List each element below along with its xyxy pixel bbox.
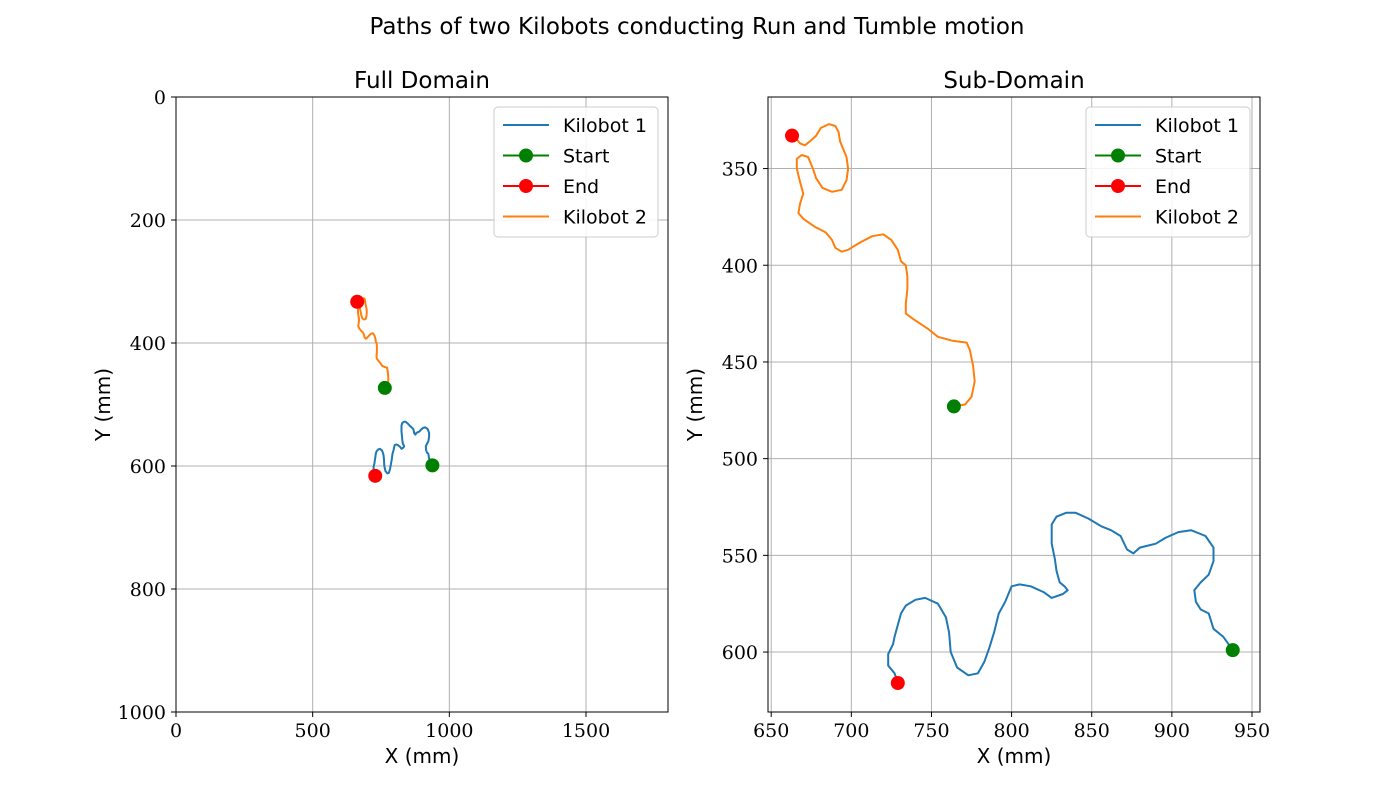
full-chart-title: Full Domain xyxy=(354,68,490,94)
sub-legend-kilobot-1-label: Kilobot 1 xyxy=(1155,115,1239,137)
sub-end-marker-kilobot-2 xyxy=(785,128,800,143)
full-x-tick-label: 0 xyxy=(170,720,182,742)
full-y-axis-label: Y (mm) xyxy=(91,368,115,442)
full-end-marker-kilobot-2 xyxy=(350,294,365,309)
sub-legend-box xyxy=(1085,106,1251,238)
sub-series-line-kilobot-2 xyxy=(791,123,976,408)
full-legend: Kilobot 1 Start End Kilobot 2 xyxy=(493,106,659,238)
sub-y-tick-label: 500 xyxy=(722,449,758,471)
sub-chart-title: Sub-Domain xyxy=(943,68,1084,94)
sub-start-marker-kilobot-2 xyxy=(946,399,961,414)
full-legend-kilobot-2-label: Kilobot 2 xyxy=(563,207,647,229)
sub-x-tick-label: 850 xyxy=(1074,720,1110,742)
sub-legend-end-label: End xyxy=(1155,176,1191,198)
full-axes-frame xyxy=(175,96,669,713)
sub-y-tick-label: 400 xyxy=(722,255,758,277)
sub-y-tick-label: 350 xyxy=(722,159,758,181)
sub-y-tick-label: 600 xyxy=(722,642,758,664)
sub-y-axis-label: Y (mm) xyxy=(683,368,707,442)
sub-x-tick-label: 950 xyxy=(1234,720,1270,742)
full-y-tick-label: 200 xyxy=(130,210,166,232)
sub-x-tick-label: 750 xyxy=(913,720,949,742)
sub-x-axis-label: X (mm) xyxy=(977,744,1052,768)
figure-title: Paths of two Kilobots conducting Run and… xyxy=(370,14,1025,40)
full-x-tick-label: 1500 xyxy=(562,720,610,742)
sub-domain-chart: 650 700 750 800 850 900 950 350 400 450 500 550 600 S… xyxy=(683,68,1270,768)
sub-series-line-kilobot-1 xyxy=(887,511,1234,684)
sub-x-tick-label: 650 xyxy=(753,720,789,742)
full-y-tick-label: 600 xyxy=(130,456,166,478)
sub-y-tick-label: 450 xyxy=(722,352,758,374)
sub-legend: Kilobot 1 Start End Kilobot 2 xyxy=(1085,106,1251,238)
full-x-tick-label: 1000 xyxy=(425,720,473,742)
sub-x-tick-label: 900 xyxy=(1154,720,1190,742)
full-series-line-kilobot-2 xyxy=(356,297,390,389)
sub-x-tick-label: 800 xyxy=(993,720,1029,742)
full-legend-end-label: End xyxy=(563,176,599,198)
full-start-marker-kilobot-2 xyxy=(377,380,392,395)
sub-axes-frame xyxy=(767,96,1261,713)
full-x-tick-label: 500 xyxy=(295,720,331,742)
sub-legend-start-label: Start xyxy=(1155,146,1201,168)
sub-legend-start-swatch-marker xyxy=(1111,148,1125,163)
sub-x-tick-label: 700 xyxy=(833,720,869,742)
full-legend-start-swatch-marker xyxy=(519,148,533,163)
full-legend-kilobot-1-label: Kilobot 1 xyxy=(563,115,647,137)
full-series-line-kilobot-1 xyxy=(372,420,434,476)
full-y-tick-label: 800 xyxy=(130,579,166,601)
sub-end-marker-kilobot-1 xyxy=(890,675,905,690)
sub-y-tick-label: 550 xyxy=(722,545,758,567)
full-legend-box xyxy=(493,106,659,238)
full-domain-chart: 0 500 1000 1500 0 200 400 600 800 1000 Full Domain… xyxy=(91,68,669,768)
sub-legend-kilobot-2-label: Kilobot 2 xyxy=(1155,207,1239,229)
full-x-axis-label: X (mm) xyxy=(385,744,460,768)
full-y-tick-label: 0 xyxy=(154,87,166,109)
full-legend-end-swatch-marker xyxy=(519,179,533,193)
full-y-tick-label: 1000 xyxy=(118,702,166,724)
full-legend-start-label: Start xyxy=(563,146,609,168)
full-end-marker-kilobot-1 xyxy=(368,468,383,483)
sub-start-marker-kilobot-1 xyxy=(1225,643,1240,658)
sub-legend-end-swatch-marker xyxy=(1111,179,1125,193)
full-start-marker-kilobot-1 xyxy=(425,458,440,473)
full-y-tick-label: 400 xyxy=(130,333,166,355)
